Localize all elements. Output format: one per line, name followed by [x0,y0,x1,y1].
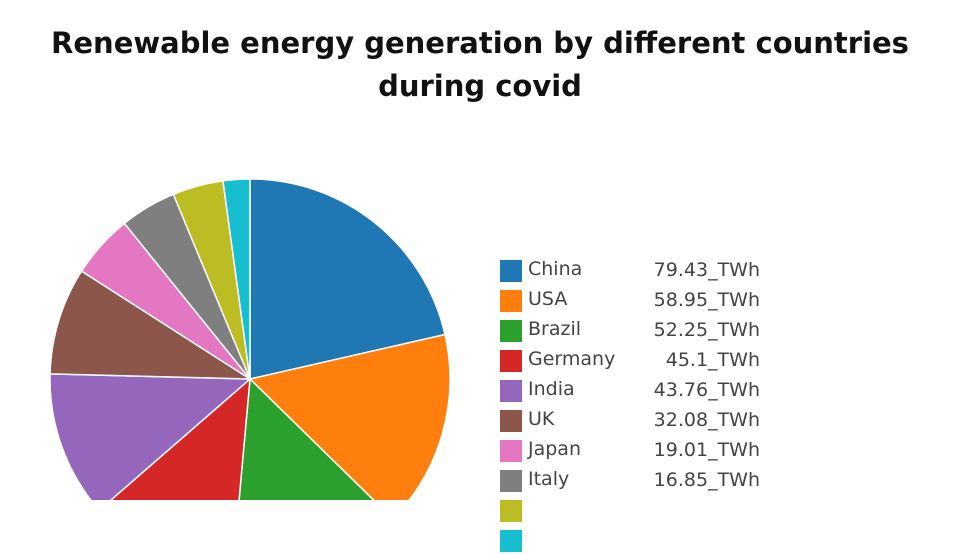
pie-chart [49,178,451,500]
legend-swatch [500,500,522,522]
legend-label: Italy [528,468,570,490]
legend-label: India [528,378,575,400]
legend-value: 19.01_TWh [653,439,760,461]
pie-slice-germany[interactable] [99,377,251,500]
legend-value: 43.76_TWh [653,379,760,401]
legend-swatch [500,320,522,342]
legend-label: Germany [528,348,616,370]
legend-label: Japan [528,438,581,460]
legend-swatch [500,530,522,552]
chart-title: Renewable energy generation by different… [51,26,909,103]
pie-slice-brazil[interactable] [232,377,393,500]
legend-value: 16.85_TWh [653,469,760,491]
pie-slice-uk[interactable] [49,270,253,380]
legend-swatch [500,470,522,492]
pie-slice-india[interactable] [49,373,252,500]
legend-label: China [528,258,583,280]
legend-swatch [500,350,522,372]
pie-slice-china[interactable] [249,178,446,380]
legend-value: 58.95_TWh [653,289,760,311]
legend: China 79.43_TWh USA 58.95_TWh Brazil 52.25_TW… [500,258,760,552]
legend-label: UK [528,408,555,430]
legend-value: 52.25_TWh [653,319,760,341]
legend-label: Brazil [528,318,582,340]
pie-slice-usa[interactable] [248,333,451,500]
legend-swatch [500,440,522,462]
legend-label: USA [528,288,568,310]
legend-value: 32.08_TWh [653,409,760,431]
legend-swatch [500,410,522,432]
pie-slice-slice-10[interactable] [222,178,251,380]
legend-swatch [500,290,522,312]
legend-value: 45.1_TWh [665,349,760,371]
legend-value: 79.43_TWh [653,259,760,281]
legend-swatch [500,260,522,282]
legend-swatch [500,380,522,402]
